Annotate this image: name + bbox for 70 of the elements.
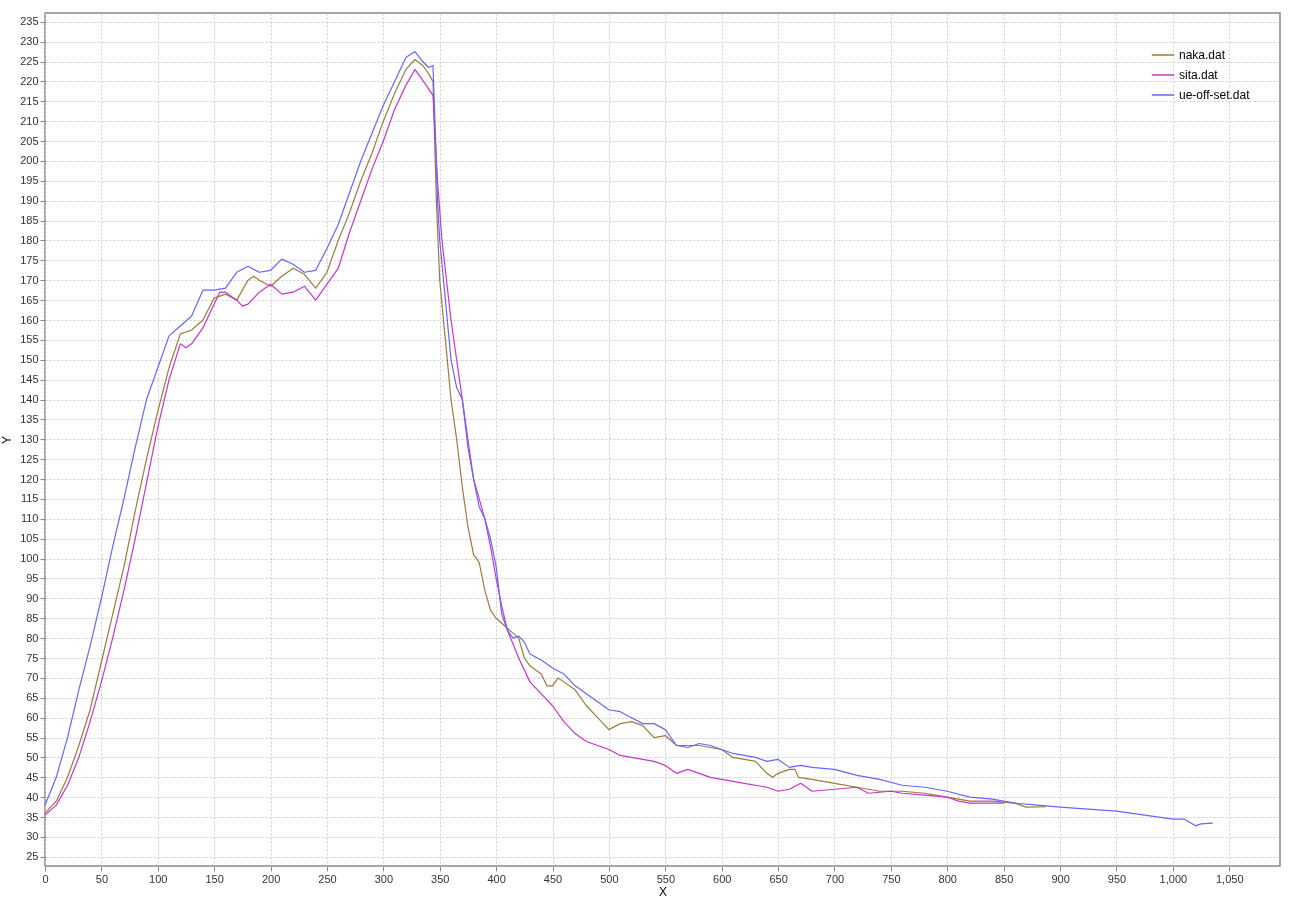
x-tick-label: 800 — [938, 872, 957, 885]
x-tick-label: 200 — [261, 872, 281, 885]
y-tick-label: 145 — [20, 373, 39, 386]
y-tick-label: 225 — [20, 55, 39, 68]
x-tick-label: 550 — [656, 872, 675, 885]
y-tick-label: 35 — [26, 810, 39, 823]
y-tick-label: 125 — [20, 452, 39, 465]
x-tick-label: 600 — [713, 872, 732, 885]
y-tick-label: 55 — [26, 731, 39, 744]
y-tick-label: 75 — [26, 651, 39, 664]
y-tick-label: 40 — [26, 790, 39, 803]
x-tick-label: 900 — [1051, 872, 1070, 885]
y-tick-label: 100 — [20, 552, 39, 565]
x-tick-label: 450 — [543, 872, 563, 885]
y-tick-label: 155 — [20, 333, 39, 346]
y-tick-label: 140 — [20, 393, 39, 406]
y-tick-label: 65 — [26, 691, 39, 704]
x-tick-label: 350 — [431, 872, 450, 885]
y-tick-label: 160 — [20, 313, 39, 326]
y-tick-label: 135 — [20, 412, 39, 425]
y-tick-label: 235 — [20, 15, 39, 28]
x-tick-label: 400 — [487, 872, 506, 885]
y-tick-label: 30 — [26, 830, 39, 843]
x-tick-label: 500 — [600, 872, 619, 885]
y-tick-label: 190 — [20, 194, 39, 207]
y-tick-label: 45 — [26, 770, 39, 783]
y-tick-label: 170 — [20, 273, 39, 286]
x-tick-label: 50 — [95, 872, 109, 885]
x-tick-label: 650 — [769, 872, 788, 885]
legend-label: naka.dat — [1179, 48, 1226, 62]
x-tick-label: 850 — [995, 872, 1014, 885]
legend-label: ue-off-set.dat — [1179, 88, 1251, 102]
legend-label: sita.dat — [1179, 68, 1219, 82]
x-tick-label: 1,000 — [1159, 872, 1188, 885]
y-tick-label: 210 — [20, 114, 39, 127]
x-tick-label: 150 — [205, 872, 224, 885]
x-tick-label: 1,050 — [1215, 872, 1244, 885]
x-tick-label: 250 — [318, 872, 337, 885]
y-tick-label: 180 — [20, 233, 39, 246]
y-tick-label: 115 — [20, 492, 39, 505]
y-tick-label: 220 — [20, 74, 39, 87]
y-tick-label: 110 — [20, 512, 39, 525]
y-tick-label: 205 — [20, 134, 39, 147]
y-tick-label: 60 — [26, 711, 39, 724]
y-tick-label: 85 — [26, 611, 39, 624]
x-tick-label: 750 — [882, 872, 901, 885]
y-tick-label: 230 — [20, 35, 39, 48]
y-tick-label: 195 — [20, 174, 39, 187]
y-tick-label: 90 — [26, 591, 39, 604]
x-tick-label: 300 — [374, 872, 394, 885]
y-tick-label: 175 — [20, 253, 39, 266]
y-tick-label: 200 — [20, 154, 39, 167]
y-tick-label: 95 — [26, 571, 39, 584]
y-tick-label: 120 — [20, 472, 39, 485]
x-tick-label: 100 — [149, 872, 168, 885]
y-tick-label: 105 — [20, 532, 39, 545]
x-tick-label: 0 — [42, 872, 49, 885]
x-axis-title: X — [658, 884, 668, 899]
y-axis-title: Y — [0, 435, 15, 445]
y-tick-label: 50 — [26, 750, 39, 763]
y-tick-label: 150 — [20, 353, 39, 366]
y-tick-label: 215 — [20, 94, 39, 107]
x-tick-label: 950 — [1107, 872, 1127, 885]
y-tick-label: 165 — [20, 293, 39, 306]
y-tick-label: 80 — [26, 631, 39, 644]
y-tick-label: 130 — [20, 432, 39, 445]
x-tick-label: 700 — [825, 872, 845, 885]
y-tick-label: 185 — [20, 214, 39, 227]
y-tick-label: 25 — [26, 850, 39, 863]
y-tick-label: 70 — [26, 671, 39, 684]
